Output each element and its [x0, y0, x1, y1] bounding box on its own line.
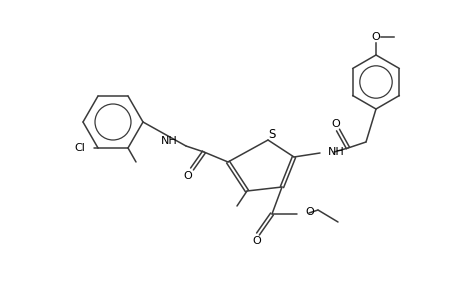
Text: O: O [252, 236, 261, 246]
Text: O: O [183, 171, 192, 181]
Text: O: O [371, 32, 380, 42]
Text: S: S [268, 128, 275, 140]
Text: O: O [331, 119, 340, 129]
Text: NH: NH [161, 136, 178, 146]
Text: NH: NH [327, 147, 344, 157]
Text: O: O [304, 207, 313, 217]
Text: Cl: Cl [74, 143, 85, 153]
